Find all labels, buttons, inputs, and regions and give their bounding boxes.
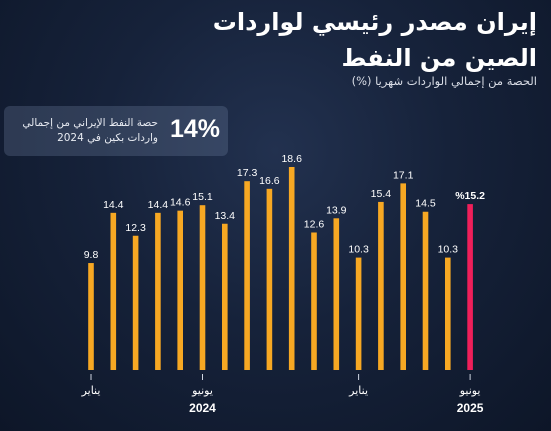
bar-value-label: 13.4: [215, 210, 236, 222]
title-line-2: الصين من النفط: [341, 44, 537, 72]
bar: [355, 257, 362, 370]
bar-value-label: 16.6: [259, 175, 280, 187]
bar: [155, 212, 161, 370]
bar-value-label: 14.4: [148, 199, 169, 211]
bar-value-label: 13.9: [326, 204, 347, 216]
bar: [422, 211, 429, 370]
x-tick-label: يناير: [81, 384, 101, 397]
bar-value-label: 10.3: [348, 244, 369, 256]
bar: [333, 218, 340, 370]
bar-value-label: 9.8: [84, 249, 99, 261]
bar-value-label: 17.1: [393, 169, 414, 181]
callout-text: حصة النفط الإيراني من إجمالي واردات بكين…: [22, 117, 158, 144]
bar: [445, 257, 451, 370]
bar: [266, 188, 273, 370]
x-axis: يناير يونيو يناير يونيو 2024 2025: [81, 374, 484, 415]
bar-value-label: 12.3: [125, 222, 146, 234]
bar: [378, 201, 384, 370]
callout-box: 14% حصة النفط الإيراني من إجمالي واردات …: [4, 106, 228, 156]
bar-value-label: 14.6: [170, 197, 191, 209]
bar-value-label: 10.3: [438, 244, 459, 256]
bar-value-label: %15.2: [455, 190, 485, 202]
x-tick-label: يونيو: [191, 384, 213, 397]
year-label: 2025: [457, 401, 484, 415]
bar: [110, 212, 117, 370]
bar: [199, 205, 206, 370]
bar: [132, 235, 139, 370]
bar-value-label: 17.3: [237, 167, 258, 179]
bar: [177, 210, 183, 370]
bar: [400, 183, 406, 370]
title-line-1: إيران مصدر رئيسي لواردات: [212, 8, 537, 36]
bar-value-label: 14.5: [415, 198, 436, 210]
bar: [288, 167, 295, 370]
chart-subtitle: الحصة من إجمالي الواردات شهريا (%): [351, 74, 537, 88]
callout-value: 14%: [169, 115, 220, 143]
bar-value-label: 18.6: [281, 153, 302, 165]
x-tick-label: يونيو: [459, 384, 481, 397]
bar-value-label: 15.4: [371, 188, 392, 200]
bar: [222, 223, 228, 370]
bars-group: 9.814.412.314.4 14.6 15.113.417.316.618.61…: [84, 153, 485, 370]
bar-value-label: 14.4: [103, 199, 124, 211]
x-tick-label: يناير: [348, 384, 368, 397]
bar-value-label: 12.6: [304, 218, 325, 230]
bar: [88, 263, 94, 370]
year-label: 2024: [189, 401, 216, 415]
bar-highlight: [467, 204, 473, 370]
chart-title: إيران مصدر رئيسي لواردات الصين من النفط: [17, 4, 537, 76]
bar: [311, 232, 317, 370]
bar: [244, 181, 250, 370]
bar-value-label: 15.1: [192, 191, 213, 203]
